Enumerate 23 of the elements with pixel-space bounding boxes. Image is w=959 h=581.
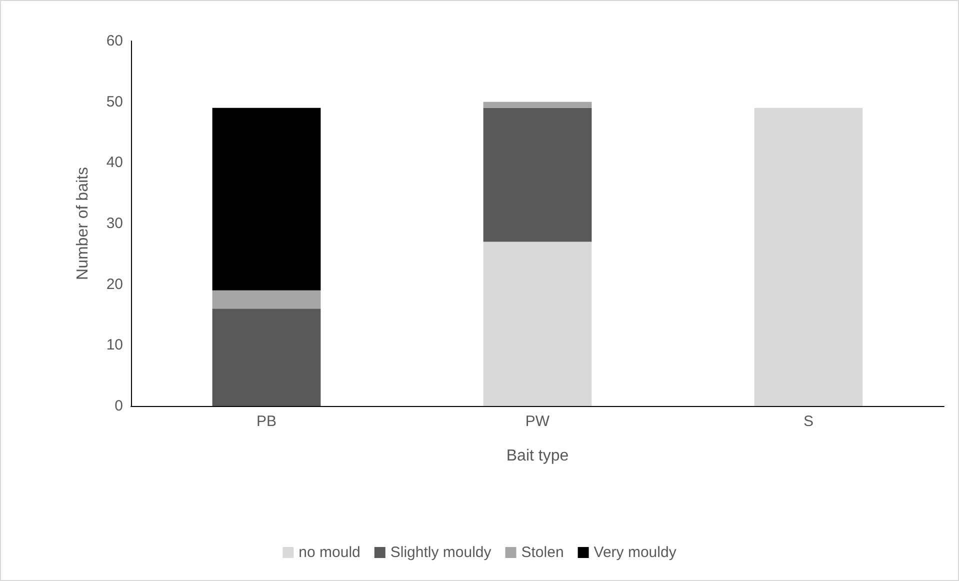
- y-tick-label: 50: [106, 93, 123, 110]
- y-axis-title: Number of baits: [74, 167, 92, 280]
- bar: [483, 242, 592, 406]
- y-tick-label: 30: [106, 215, 123, 232]
- legend-label: Slightly mouldy: [390, 544, 492, 561]
- x-tick-label: S: [803, 413, 814, 430]
- x-tick-label: PB: [256, 413, 277, 430]
- y-tick-label: 60: [106, 32, 123, 50]
- bar: [212, 308, 321, 406]
- legend-label: no mould: [298, 544, 360, 561]
- y-tick-label: 10: [106, 336, 123, 354]
- bar: [754, 108, 863, 406]
- y-tick-label: 0: [114, 398, 123, 414]
- x-tick-label: PW: [525, 413, 550, 430]
- bar: [483, 108, 592, 242]
- legend-label: Stolen: [521, 544, 564, 561]
- y-tick-label: 20: [106, 276, 123, 293]
- bar: [212, 290, 321, 309]
- bar: [212, 108, 321, 290]
- y-tick-label: 40: [106, 154, 123, 172]
- x-axis-title: Bait type: [506, 448, 569, 464]
- legend-label: Very mouldy: [594, 544, 677, 561]
- bar: [483, 102, 592, 108]
